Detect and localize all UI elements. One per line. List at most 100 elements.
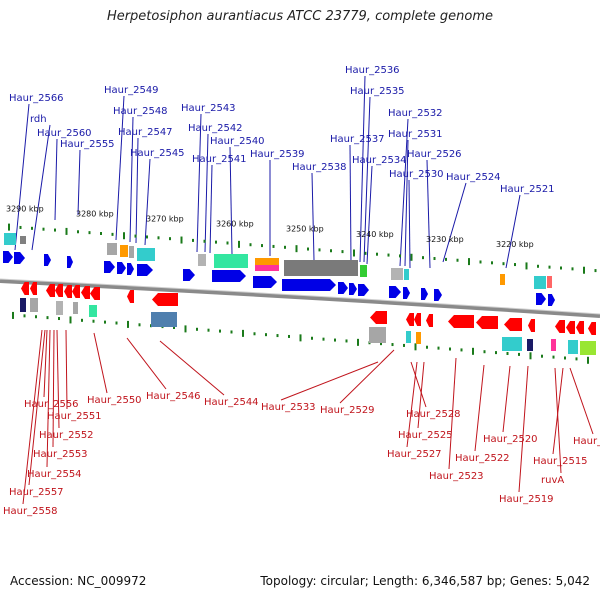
tick-mark xyxy=(100,232,102,235)
label-leader xyxy=(126,337,167,390)
tick-mark xyxy=(564,356,566,360)
forward-gene-label: Haur_2555 xyxy=(60,139,115,150)
reverse-gene-arrow xyxy=(406,313,414,326)
tick-mark xyxy=(414,343,417,351)
reverse-gene-label: Haur_2523 xyxy=(429,471,484,482)
forward-gene-label: Haur_2545 xyxy=(130,148,185,159)
feature-box xyxy=(551,339,556,351)
feature-box xyxy=(214,254,248,268)
label-leader xyxy=(399,118,409,267)
ruler-label: 3220 kbp xyxy=(496,240,534,249)
feature-box xyxy=(255,265,279,271)
reverse-gene-label: Haur_2557 xyxy=(9,487,64,498)
tick-mark xyxy=(238,240,240,248)
label-leader xyxy=(474,364,485,452)
tick-mark xyxy=(345,339,348,343)
tick-mark xyxy=(69,316,72,324)
forward-gene-arrow xyxy=(421,288,428,300)
reverse-gene-label: Haur_2514 xyxy=(573,436,600,447)
label-leader xyxy=(77,149,81,216)
label-leader xyxy=(339,349,395,404)
reverse-gene-arrow xyxy=(30,282,37,295)
page-title: Herpetosiphon aurantiacus ATCC 23779, co… xyxy=(106,9,494,24)
tick-mark xyxy=(295,245,298,253)
tick-mark xyxy=(445,257,447,261)
label-leader xyxy=(311,172,315,261)
feature-box xyxy=(580,341,596,355)
tick-mark xyxy=(265,333,267,337)
tick-mark xyxy=(276,334,279,338)
feature-box xyxy=(20,236,26,244)
reverse-gene-label: Haur_2553 xyxy=(33,449,88,460)
reverse-gene-label: Haur_2544 xyxy=(204,397,259,408)
reverse-gene-label: Haur_2551 xyxy=(47,411,102,422)
reverse-gene-label: Haur_2527 xyxy=(387,449,442,460)
forward-gene-label: Haur_2535 xyxy=(350,86,405,97)
feature-box xyxy=(406,331,411,343)
feature-box xyxy=(502,337,522,351)
reverse-gene-label: Haur_2520 xyxy=(483,434,538,445)
forward-gene-label: Haur_2543 xyxy=(181,103,236,114)
reverse-gene-arrow xyxy=(504,318,522,331)
tick-mark xyxy=(560,266,562,270)
tick-mark xyxy=(575,357,578,361)
tick-marks xyxy=(8,223,597,364)
reverse-gene-arrow xyxy=(370,311,387,324)
tick-mark xyxy=(215,240,217,244)
ruler-label: 3250 kbp xyxy=(286,225,324,234)
label-leader xyxy=(408,179,411,269)
tick-mark xyxy=(449,347,451,351)
tick-mark xyxy=(288,334,290,338)
tick-mark xyxy=(583,266,585,274)
label-leader xyxy=(518,365,529,493)
tick-mark xyxy=(138,323,141,327)
label-leader xyxy=(22,329,43,505)
feature-box xyxy=(255,258,279,265)
forward-gene-label: Haur_2541 xyxy=(192,154,247,165)
reverse-gene-arrow xyxy=(81,286,90,299)
forward-gene-arrow xyxy=(253,276,277,288)
tick-mark xyxy=(479,260,482,264)
forward-gene-arrow xyxy=(67,256,73,268)
forward-gene-label: Haur_2534 xyxy=(352,155,407,166)
tick-mark xyxy=(81,318,83,322)
tick-mark xyxy=(307,247,309,251)
feature-box xyxy=(391,268,403,280)
label-leader xyxy=(159,340,225,396)
reverse-gene-arrow xyxy=(64,285,72,298)
tick-mark xyxy=(123,232,125,240)
reverse-gene-arrow xyxy=(588,322,596,335)
tick-mark xyxy=(322,337,325,341)
tick-mark xyxy=(502,262,505,266)
feature-box xyxy=(198,254,206,266)
reverse-gene-arrow xyxy=(566,321,575,334)
label-leader xyxy=(115,95,125,241)
feature-box xyxy=(547,276,552,288)
label-leader xyxy=(349,144,352,263)
forward-gene-arrow xyxy=(358,284,369,296)
accession-label: Accession: NC_009972 xyxy=(10,574,147,588)
tick-mark xyxy=(468,258,470,266)
tick-mark xyxy=(495,351,497,355)
label-leader xyxy=(14,103,30,251)
label-leader xyxy=(552,367,564,455)
tick-mark xyxy=(426,345,428,349)
forward-gene-label: Haur_2549 xyxy=(104,85,159,96)
label-leader xyxy=(569,367,594,435)
tick-mark xyxy=(552,355,555,359)
tick-mark xyxy=(12,311,14,319)
feature-box xyxy=(120,245,128,257)
reverse-gene-label: Haur_2558 xyxy=(3,506,58,517)
forward-gene-label: rdh xyxy=(30,114,47,125)
reverse-gene-arrow xyxy=(90,287,100,300)
tick-mark xyxy=(88,231,91,235)
tick-mark xyxy=(58,317,60,321)
reverse-gene-label: Haur_2556 xyxy=(24,399,79,410)
tick-mark xyxy=(537,264,539,268)
feature-box xyxy=(500,274,505,285)
feature-box xyxy=(137,248,155,261)
feature-box xyxy=(527,339,533,351)
feature-box xyxy=(4,233,16,245)
reverse-gene-arrow xyxy=(448,315,474,328)
